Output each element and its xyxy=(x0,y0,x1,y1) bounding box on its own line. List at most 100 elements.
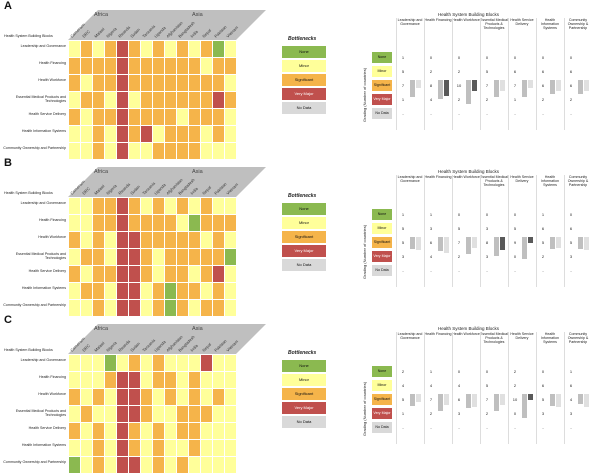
grade-significant: Significant xyxy=(372,237,392,248)
heat-cell xyxy=(176,354,189,372)
heat-cell xyxy=(152,91,165,109)
heat-cell xyxy=(224,231,237,249)
heat-cell xyxy=(128,282,141,300)
heat-cell xyxy=(212,142,225,160)
heat-cell xyxy=(200,74,213,92)
heat-cell xyxy=(200,125,213,143)
heat-cell xyxy=(80,214,93,232)
count-value: 5 xyxy=(485,383,489,388)
country-label: Sudan xyxy=(129,341,141,353)
heat-cell xyxy=(224,248,237,266)
count-value: 0 xyxy=(541,369,545,374)
count-value: 6 xyxy=(513,69,517,74)
heat-cell xyxy=(80,439,93,457)
heatmap-grid xyxy=(68,197,237,317)
count-value: 4 xyxy=(429,97,433,102)
region-asia: Asia xyxy=(192,169,203,175)
right-col-header: Leadership and Governance xyxy=(397,175,423,183)
count-value: 2 xyxy=(541,97,545,102)
heat-cell xyxy=(152,248,165,266)
count-value: - xyxy=(486,425,488,430)
count-value: 0 xyxy=(485,369,489,374)
heat-cell xyxy=(140,422,153,440)
heat-cell xyxy=(212,91,225,109)
heat-cell xyxy=(152,197,165,215)
bar-very-major xyxy=(416,80,421,89)
heat-cell xyxy=(176,282,189,300)
heat-cell xyxy=(140,108,153,126)
bar-significant xyxy=(578,394,583,404)
bar-very-major xyxy=(444,237,449,253)
col-divider xyxy=(452,175,453,287)
count-value: 1 xyxy=(429,212,433,217)
bar-significant xyxy=(550,394,555,406)
heat-cell xyxy=(188,108,201,126)
row-label: Health Financing xyxy=(39,218,66,222)
count-value: 4 xyxy=(569,397,573,402)
heat-cell xyxy=(224,197,237,215)
heat-cell xyxy=(116,197,129,215)
count-value: - xyxy=(514,111,516,116)
right-col-header: Health Financing xyxy=(424,18,452,22)
heat-cell xyxy=(176,57,189,75)
count-value: 0 xyxy=(457,212,461,217)
heat-cell xyxy=(116,371,129,389)
count-value: 0 xyxy=(485,55,489,60)
heat-cell xyxy=(152,282,165,300)
heat-cell xyxy=(116,231,129,249)
heat-cell xyxy=(152,388,165,406)
heat-cell xyxy=(200,57,213,75)
count-value: - xyxy=(514,268,516,273)
bar-significant xyxy=(466,394,471,409)
heat-cell xyxy=(140,265,153,283)
count-value: 9 xyxy=(513,240,517,245)
header-band xyxy=(68,167,266,197)
country-label: India xyxy=(189,28,199,38)
count-value: 2 xyxy=(541,254,545,259)
bar-very-major xyxy=(556,394,561,408)
count-value: 1 xyxy=(401,212,405,217)
heat-cell xyxy=(164,248,177,266)
heat-cell xyxy=(116,91,129,109)
heat-cell xyxy=(80,388,93,406)
heat-cell xyxy=(200,282,213,300)
right-col-header: Health Workforce xyxy=(452,18,480,22)
heat-cell xyxy=(188,456,201,474)
col-divider xyxy=(564,18,565,130)
bar-significant xyxy=(410,237,415,249)
count-value: 2 xyxy=(401,369,405,374)
heat-cell xyxy=(80,108,93,126)
right-col-header: Health Financing xyxy=(424,175,452,179)
bar-very-major xyxy=(416,394,421,403)
heat-cell xyxy=(92,57,105,75)
country-label: DRC xyxy=(81,343,91,353)
heat-cell xyxy=(188,40,201,58)
heat-cell xyxy=(140,214,153,232)
bar-very-major xyxy=(556,237,561,248)
heat-cell xyxy=(140,57,153,75)
right-col-header: Essential Medical Products & Technologie… xyxy=(480,332,508,344)
heat-cell xyxy=(140,388,153,406)
count-value: 0 xyxy=(513,212,517,217)
col-divider xyxy=(508,332,509,444)
count-value: 1 xyxy=(401,55,405,60)
panel-label: B xyxy=(4,157,12,169)
col-divider xyxy=(536,18,537,130)
right-col-header: Health Service Delivery xyxy=(510,332,534,340)
heat-cell xyxy=(188,422,201,440)
heat-cell xyxy=(188,354,201,372)
heat-cell xyxy=(164,388,177,406)
heat-cell xyxy=(224,142,237,160)
count-value: - xyxy=(514,425,516,430)
heat-cell xyxy=(188,265,201,283)
legend-minor: Minor xyxy=(282,374,326,386)
row-label: Leadership and Governance xyxy=(20,358,66,362)
bar-significant xyxy=(494,237,499,257)
count-value: 2 xyxy=(485,411,489,416)
heat-cell xyxy=(68,142,81,160)
right-col-header: Health Workforce xyxy=(452,175,480,179)
heat-cell xyxy=(68,265,81,283)
bar-significant xyxy=(494,80,499,97)
row-header: Health System Building Blocks xyxy=(4,348,53,352)
col-divider xyxy=(536,175,537,287)
